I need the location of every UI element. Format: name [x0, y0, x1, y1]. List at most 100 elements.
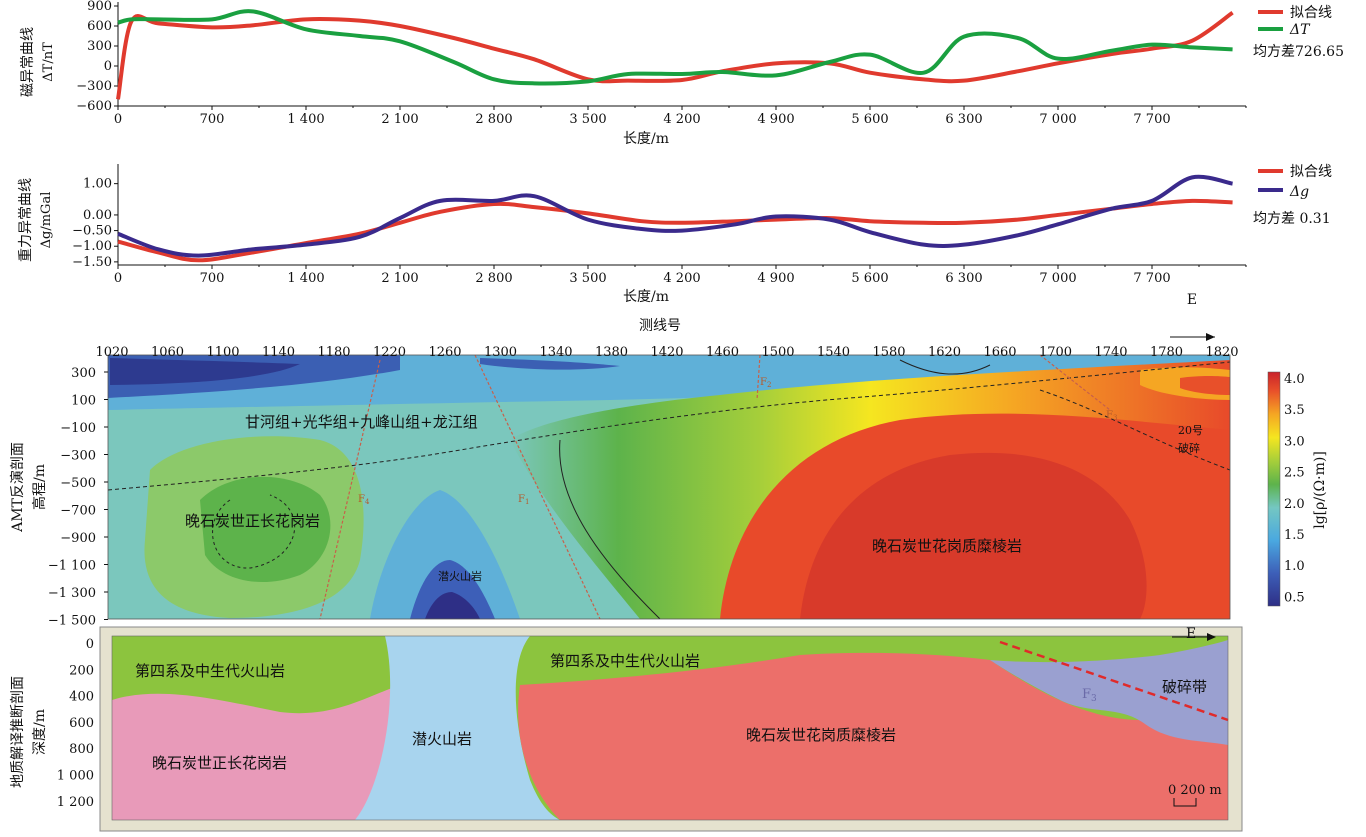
amt-depth-label: 300: [71, 366, 96, 381]
colorbar-tick-label: 3.0: [1284, 434, 1305, 449]
x-tick-label: 2 800: [475, 112, 512, 127]
x-tick-label: 4 900: [757, 112, 794, 127]
colorbar-tick-label: 4.0: [1284, 372, 1305, 387]
amt-depth-label: −100: [60, 421, 96, 436]
amt-fracture-label-2: 破碎: [1178, 441, 1200, 455]
geology-depth-ticks: 0 200 400 600 800 1 000 1 200: [57, 637, 94, 810]
x-tick-label: 7 000: [1039, 271, 1076, 286]
y-tick-label: 0.00: [83, 208, 112, 223]
geology-fault-f3-line: [999, 640, 1229, 722]
geology-quaternary-left-label: 第四系及中生代火山岩: [135, 662, 285, 680]
x-tick-label: 2 100: [381, 112, 418, 127]
y-tick-label: 600: [87, 19, 112, 34]
geology-depth-label: 1 000: [57, 769, 94, 784]
y-tick-label: −1.00: [72, 239, 112, 254]
amt-station-label: 1780: [1150, 345, 1183, 360]
x-tick-label: 5 600: [851, 271, 888, 286]
gravity-east-label: E: [1187, 292, 1197, 308]
amt-depth-label: −1 500: [48, 614, 96, 629]
x-tick-label: 4 900: [757, 271, 794, 286]
geology-fault-f3-label: F3: [1082, 687, 1097, 704]
amt-station-label: 1620: [928, 345, 961, 360]
colorbar-tick-label: 0.5: [1284, 590, 1305, 605]
gravity-legend-obs: Δg: [1289, 184, 1309, 200]
amt-station-ticks: 1020 1060 1100 1140 1180 1220 1260 1300 1340 1380…: [95, 345, 1238, 360]
magnetic-xlabel: 长度/m: [623, 131, 669, 147]
x-tick-label: 1 400: [287, 271, 324, 286]
amt-station-label: 1300: [484, 345, 517, 360]
geology-east-label: E: [1186, 626, 1196, 642]
amt-frame: [107, 354, 1231, 620]
geology-depth-label: 0: [86, 637, 94, 652]
gravity-ylabel: 重力异常曲线: [18, 178, 34, 262]
series-line-observed: [117, 174, 1233, 258]
magnetic-rmse: 均方差726.65: [1253, 44, 1344, 60]
amt-station-label: 1420: [650, 345, 683, 360]
x-tick-label: 6 300: [945, 271, 982, 286]
gravity-unit: Δg/mGal: [39, 192, 54, 249]
geology-granite-right: [518, 652, 1228, 820]
amt-station-label: 1140: [262, 345, 295, 360]
x-tick-label: 0: [114, 271, 122, 286]
series-line-fit: [116, 11, 1234, 100]
x-tick-label: 4 200: [663, 112, 700, 127]
amt-depth-label: −1 100: [48, 559, 96, 574]
amt-formation-label: 甘河组+光华组+九峰山组+龙江组: [245, 413, 478, 431]
fault-f1-label: F1: [518, 494, 529, 506]
geology-depth-label: 1 200: [57, 795, 94, 810]
amt-depth-label: −1 300: [48, 586, 96, 601]
fault-f2-label: F2: [760, 377, 771, 389]
colorbar-tick-label: 1.5: [1284, 528, 1305, 543]
colorbar-tick-label: 2.5: [1284, 466, 1305, 481]
amt-panel: 测线号 1020 1060 1100 1140 1180 1220 1260 1300 1340…: [10, 318, 1328, 629]
geology-scale-label: 0 200 m: [1168, 783, 1222, 798]
y-tick-label: 300: [87, 39, 112, 54]
amt-station-label: 1580: [872, 345, 905, 360]
amt-station-label: 1060: [151, 345, 184, 360]
geology-depth-label: 200: [69, 663, 94, 678]
fault-f4-label: F4: [358, 494, 370, 506]
gravity-legend-fit: 拟合线: [1290, 164, 1332, 180]
y-tick-label: −600: [76, 99, 112, 114]
magnetic-unit: ΔT/nT: [41, 42, 56, 82]
series-line-observed: [117, 9, 1233, 86]
x-tick-label: 0: [114, 112, 122, 127]
geology-granite-right-label: 晚石炭世花岗质糜棱岩: [746, 726, 896, 744]
y-tick-label: 900: [87, 0, 112, 14]
geology-depth-label: 800: [69, 742, 94, 757]
colorbar-tick-label: 2.0: [1284, 497, 1305, 512]
amt-station-label: 1100: [206, 345, 239, 360]
x-tick-label: 2 100: [381, 271, 418, 286]
geology-inner-frame: [111, 635, 1229, 821]
amt-station-label: 1220: [373, 345, 406, 360]
colorbar-title: lg[ρ/(Ω·m)]: [1312, 451, 1328, 529]
y-tick-label: −1.50: [72, 255, 112, 270]
amt-east-arrow-icon: [1206, 333, 1215, 341]
amt-fracture-label: 20号: [1178, 424, 1203, 437]
y-tick-label: −0.50: [72, 224, 112, 239]
gravity-xlabel: 长度/m: [623, 289, 669, 305]
amt-section-image: [108, 355, 1230, 619]
amt-unit: 高程/m: [31, 464, 48, 510]
geology-quaternary-right-label: 第四系及中生代火山岩: [550, 652, 700, 670]
gravity-axes: 1.00 0.00−0.50−1.00−1.500 700 1 400 2 100 2 8…: [72, 164, 1247, 286]
colorbar-tick-label: 1.0: [1284, 559, 1305, 574]
x-tick-label: 7 700: [1133, 271, 1170, 286]
amt-station-label: 1540: [817, 345, 850, 360]
amt-depth-label: −900: [60, 531, 96, 546]
geology-depth-label: 400: [69, 690, 94, 705]
gravity-rmse: 均方差 0.31: [1253, 211, 1331, 227]
y-tick-label: −300: [76, 79, 112, 94]
amt-station-label: 1660: [983, 345, 1016, 360]
magnetic-legend-obs: ΔT: [1289, 22, 1311, 38]
geology-fracture-zone: [990, 640, 1228, 745]
amt-ylabel: AMT反演剖面: [10, 442, 26, 533]
gravity-panel: 1.00 0.00−0.50−1.00−1.500 700 1 400 2 100 2 8…: [18, 164, 1332, 308]
colorbar-ticks: 4.0 3.5 3.0 2.5 2.0 1.5 1.0 0.5: [1284, 372, 1305, 605]
amt-granite-left-label: 晚石炭世正长花岗岩: [185, 512, 320, 530]
x-tick-label: 6 300: [945, 112, 982, 127]
amt-station-label: 1260: [428, 345, 461, 360]
x-tick-label: 700: [200, 112, 225, 127]
x-tick-label: 5 600: [851, 112, 888, 127]
